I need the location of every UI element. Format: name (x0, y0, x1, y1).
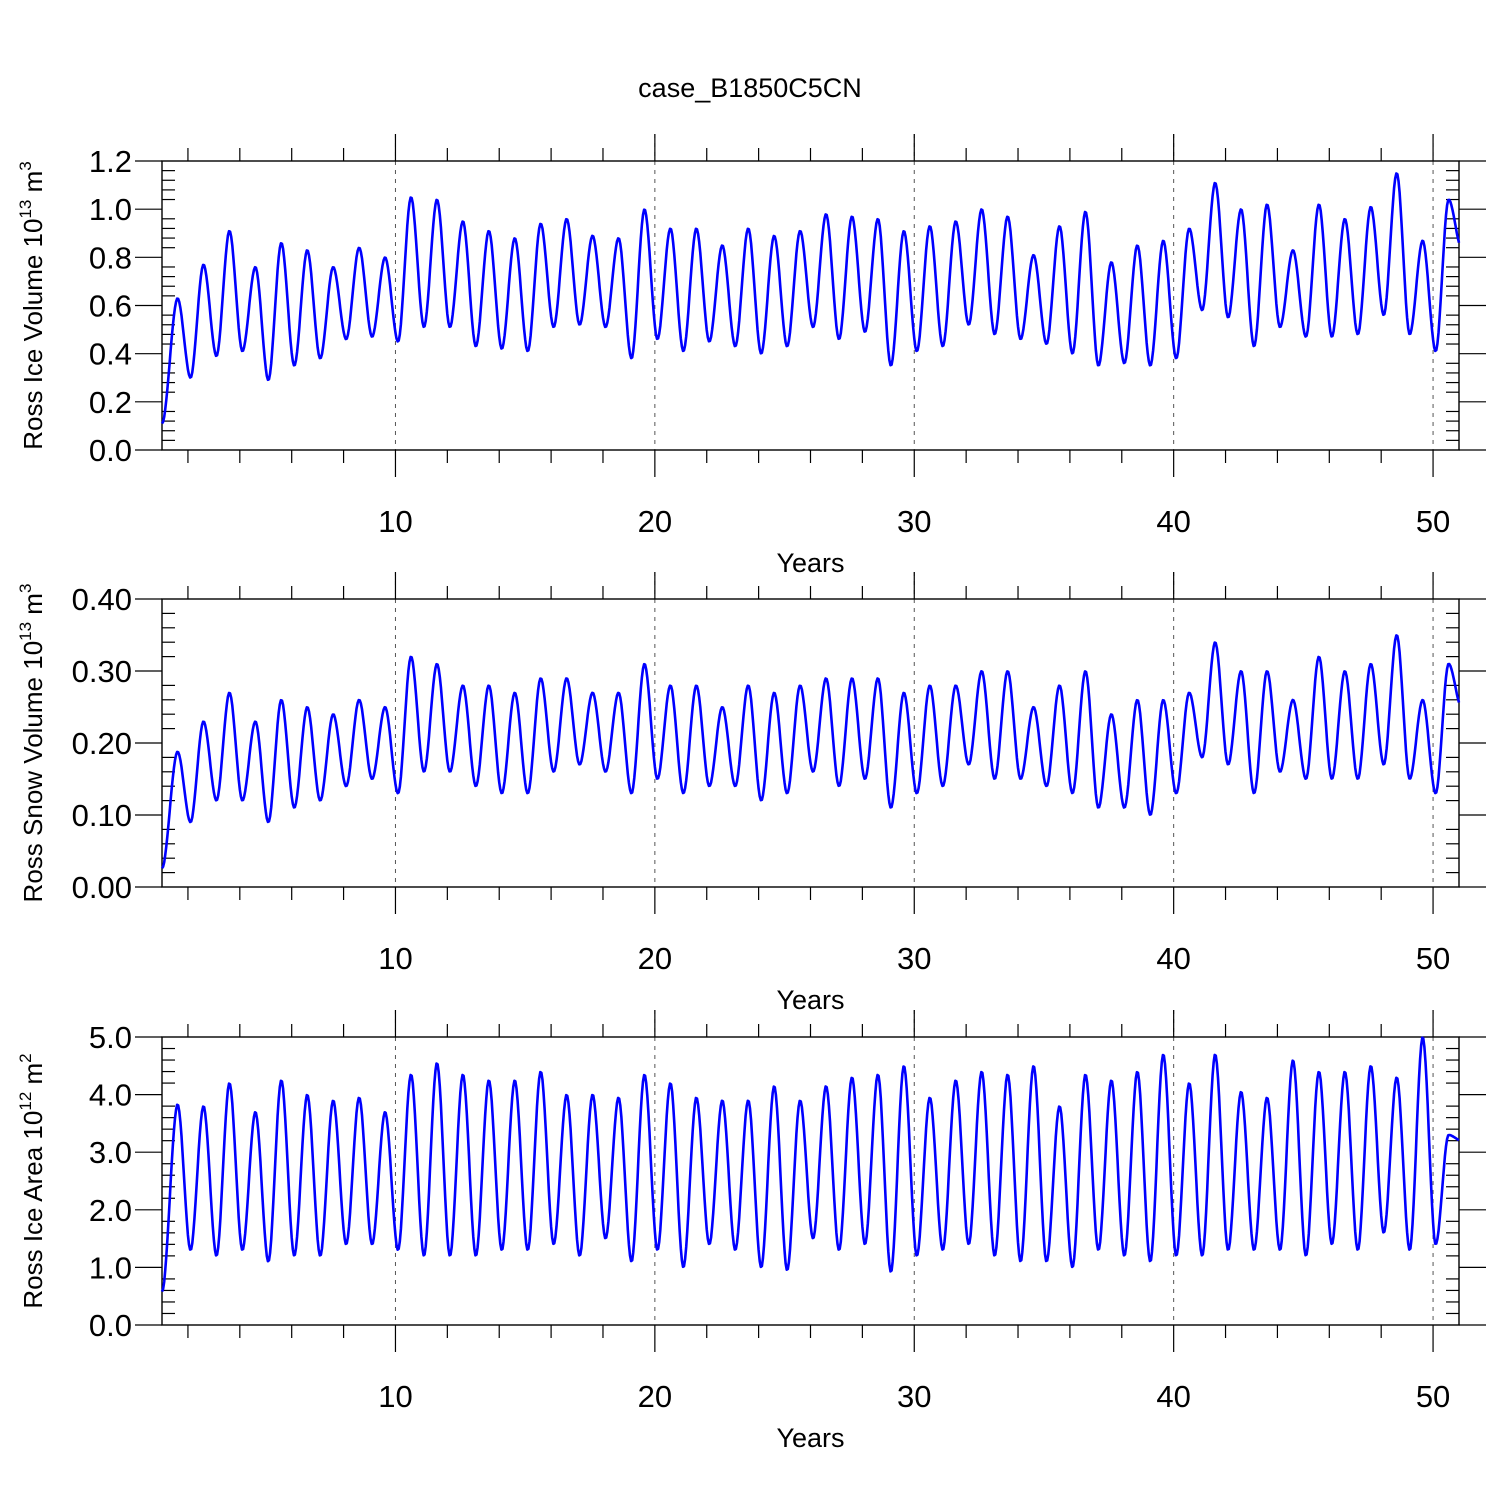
y-axis-label-part: m (18, 593, 48, 622)
y-tick-label: 0.8 (89, 240, 132, 275)
data-line-snow-volume (160, 634, 1461, 870)
x-axis-label: Years (776, 985, 844, 1015)
y-tick-label: 0.40 (72, 582, 132, 617)
y-axis-label-part: 3 (16, 584, 35, 593)
plot-frame (161, 598, 1460, 888)
y-tick-label: 5.0 (89, 1020, 132, 1055)
y-axis-label-part: Ross Ice Volume 10 (18, 219, 48, 450)
x-tick-label: 30 (897, 504, 931, 539)
x-tick-label: 50 (1416, 1379, 1450, 1414)
y-axis-label-part: Ross Snow Volume 10 (18, 641, 48, 903)
x-axis-label: Years (776, 548, 844, 578)
y-axis-label-part: 3 (16, 161, 35, 170)
x-axis-label: Years (776, 1423, 844, 1453)
data-line-ice-area (160, 1036, 1460, 1293)
y-tick-label: 0.6 (89, 289, 132, 324)
x-tick-label: 30 (897, 1379, 931, 1414)
x-tick-label: 20 (638, 1379, 672, 1414)
panel-snow-volume: 10 20 30 40 50 Years 0.00 0.10 0.20 0.30 0.40 Ross … (16, 572, 1486, 1015)
y-tick-label: 0.10 (72, 798, 132, 833)
y-tick-label: 0.0 (89, 1308, 132, 1343)
plot-frame (161, 1036, 1460, 1326)
y-tick-label: 2.0 (89, 1193, 132, 1228)
data-line-ice-volume (160, 172, 1461, 425)
y-tick-label: 0.0 (89, 433, 132, 468)
y-tick-label: 1.0 (89, 192, 132, 227)
x-tick-label: 40 (1156, 941, 1190, 976)
chart-title: case_B1850C5CN (638, 73, 862, 103)
y-tick-label: 1.0 (89, 1250, 132, 1285)
y-axis-label: Ross Snow Volume 1013 m3 (16, 584, 48, 903)
panel-ice-area: 10 20 30 40 50 Years 0.0 1.0 2.0 3.0 4.0 5.0 Ross Ic… (16, 1010, 1486, 1453)
x-tick-label: 20 (638, 941, 672, 976)
y-tick-label: 0.4 (89, 337, 132, 372)
x-tick-label: 30 (897, 941, 931, 976)
y-axis-label-part: 2 (16, 1053, 35, 1062)
y-axis-label-part: m (18, 1063, 48, 1092)
plot-frame (161, 160, 1460, 451)
y-axis-label-part: Ross Ice Area 10 (18, 1111, 48, 1309)
panel-ice-volume: 10 20 30 40 50 Years 0.0 0.2 0.4 0.6 0.8 1.0 1.2 Ross… (16, 134, 1486, 578)
y-axis-label: Ross Ice Volume 1013 m3 (16, 161, 48, 450)
y-axis-label: Ross Ice Area 1012 m2 (16, 1053, 48, 1308)
y-axis-label-part: 13 (16, 622, 35, 641)
y-tick-label: 0.30 (72, 654, 132, 689)
x-tick-label: 50 (1416, 504, 1450, 539)
x-tick-label: 20 (638, 504, 672, 539)
x-tick-label: 10 (378, 504, 412, 539)
y-tick-label: 3.0 (89, 1135, 132, 1170)
y-tick-label: 0.00 (72, 870, 132, 905)
x-tick-label: 10 (378, 941, 412, 976)
x-tick-label: 40 (1156, 1379, 1190, 1414)
y-tick-label: 4.0 (89, 1078, 132, 1113)
y-axis-label-part: m (18, 171, 48, 200)
y-tick-label: 0.2 (89, 385, 132, 420)
x-tick-label: 50 (1416, 941, 1450, 976)
y-tick-label: 1.2 (89, 144, 132, 179)
y-axis-label-part: 13 (16, 200, 35, 219)
y-tick-label: 0.20 (72, 726, 132, 761)
x-tick-label: 40 (1156, 504, 1190, 539)
y-axis-label-part: 12 (16, 1092, 35, 1111)
x-tick-label: 10 (378, 1379, 412, 1414)
